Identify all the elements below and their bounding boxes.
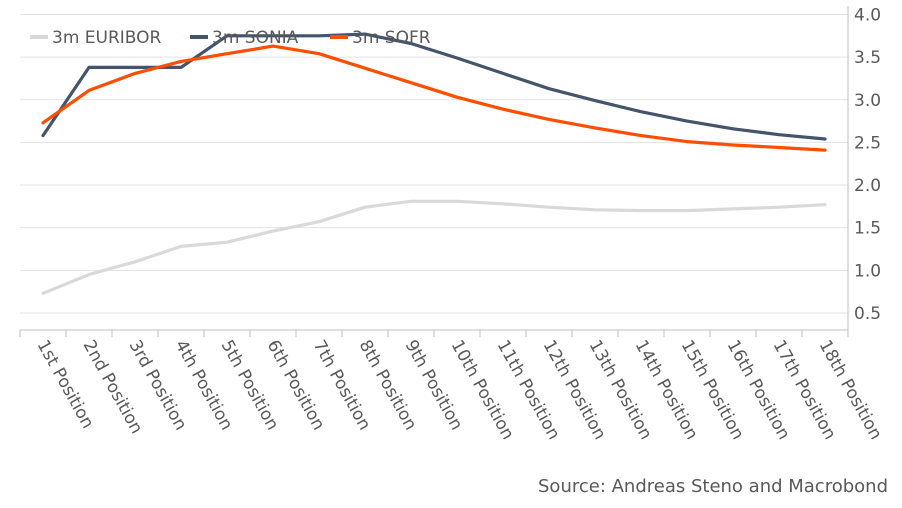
y-tick-label: 1.0: [854, 261, 881, 281]
series-lines: [41, 32, 827, 295]
y-tick-label: 4.0: [854, 6, 881, 26]
legend-label: 3m SONIA: [212, 28, 299, 48]
legend-label: 3m EURIBOR: [52, 28, 162, 48]
y-tick-label: 2.5: [854, 133, 881, 153]
y-tick-label: 1.5: [854, 219, 881, 239]
y-axis-ticks: 0.5 1.0 1.5 2.0 2.5 3.0 3.5 4.0: [847, 6, 881, 330]
gridlines: [20, 14, 848, 314]
series-line-0: [41, 199, 827, 295]
y-tick-label: 3.0: [854, 91, 881, 111]
series-line-2: [41, 44, 827, 152]
y-tick-label: 3.5: [854, 48, 881, 68]
y-tick-label: 0.5: [854, 304, 881, 324]
source-note: Source: Andreas Steno and Macrobond: [538, 476, 888, 497]
legend-label: 3m SOFR: [352, 28, 431, 48]
series-line-1: [41, 32, 827, 141]
y-tick-label: 2.0: [854, 176, 881, 196]
legend: 3m EURIBOR 3m SONIA 3m SOFR: [30, 28, 431, 48]
